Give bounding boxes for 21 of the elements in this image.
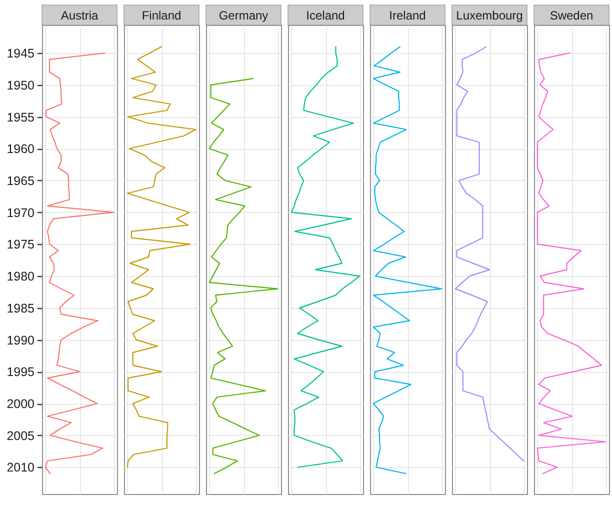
y-tick-label: 1970 bbox=[6, 206, 35, 220]
y-tick-label: 2005 bbox=[6, 428, 35, 443]
y-tick-label: 1955 bbox=[6, 110, 35, 124]
chart-title: Sweden bbox=[550, 8, 594, 22]
y-tick-label: 1995 bbox=[6, 365, 35, 380]
chart-title: Iceland bbox=[306, 8, 345, 22]
y-tick-label: 1965 bbox=[6, 174, 35, 188]
y-tick-label: 1960 bbox=[6, 142, 35, 156]
y-tick-label: 1985 bbox=[6, 301, 35, 316]
y-tick-label: 1950 bbox=[6, 78, 35, 92]
chart-title: Luxembourg bbox=[456, 8, 523, 22]
y-tick-label: 1980 bbox=[6, 270, 35, 284]
chart-title: Ireland bbox=[389, 8, 426, 22]
chart-title: Austria bbox=[60, 8, 98, 22]
y-tick-label: 1945 bbox=[6, 46, 35, 61]
y-tick-label: 2010 bbox=[6, 460, 35, 475]
chart-title: Finland bbox=[142, 8, 182, 22]
y-tick-label: 1990 bbox=[6, 333, 35, 348]
y-tick-label: 2000 bbox=[6, 397, 35, 412]
chart-title: Germany bbox=[218, 8, 268, 22]
y-tick-label: 1975 bbox=[6, 238, 35, 252]
